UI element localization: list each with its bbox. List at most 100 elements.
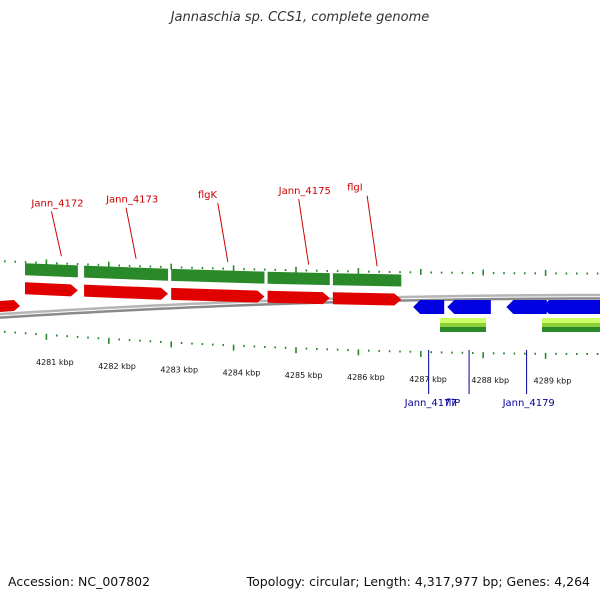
tick-mark <box>222 267 224 270</box>
tick-mark <box>243 268 245 271</box>
gene-label-reverse[interactable]: Jann_4177 <box>404 398 457 409</box>
tick-mark <box>56 262 58 265</box>
tick-mark <box>35 333 37 336</box>
gene-label-connector <box>125 207 137 259</box>
accession-text: Accession: NC_007802 <box>8 574 151 589</box>
genome-title: Jannaschia sp. CCS1, complete genome <box>170 10 430 25</box>
gene-label-connector <box>366 195 378 267</box>
tick-mark <box>87 336 89 339</box>
tick-mark <box>513 352 516 355</box>
tick-mark <box>357 349 360 356</box>
tick-mark <box>409 350 412 353</box>
tick-mark <box>513 272 516 275</box>
tick-mark <box>409 271 412 274</box>
tick-mark <box>274 268 276 271</box>
tick-mark <box>451 271 453 274</box>
tick-mark <box>201 343 204 346</box>
cds-arrow[interactable] <box>332 292 402 306</box>
gene-bar[interactable] <box>332 273 402 287</box>
tick-mark <box>128 339 131 342</box>
tick-mark <box>555 352 557 355</box>
tick-mark <box>534 352 536 355</box>
tick-mark <box>264 345 266 348</box>
tick-mark <box>492 272 495 275</box>
genome-summary-text: Topology: circular; Length: 4,317,977 bp… <box>246 574 590 589</box>
axis-tick-label: 4286 kbp <box>347 373 385 382</box>
tick-mark <box>149 265 152 268</box>
tick-mark <box>420 268 422 275</box>
tick-mark <box>87 263 89 266</box>
gene-label-forward[interactable]: flgI <box>347 183 363 194</box>
gene-label-forward[interactable]: Jann_4175 <box>278 186 331 197</box>
tick-mark <box>576 352 578 355</box>
tick-mark <box>399 271 401 274</box>
tick-mark <box>544 269 547 276</box>
tick-mark <box>461 271 464 274</box>
tick-mark <box>388 350 391 353</box>
tick-mark <box>212 343 214 346</box>
tick-mark <box>201 267 204 270</box>
tick-mark <box>347 349 349 352</box>
tick-mark <box>170 263 172 270</box>
gene-bar[interactable] <box>171 268 265 284</box>
gene-bar[interactable] <box>84 265 169 281</box>
tick-mark <box>243 345 245 348</box>
gene-bar[interactable] <box>542 327 600 332</box>
tick-mark <box>420 350 422 357</box>
tick-mark <box>295 347 297 354</box>
gene-label-connector <box>50 211 62 257</box>
tick-mark <box>253 345 256 348</box>
tick-mark <box>97 263 100 266</box>
tick-mark <box>76 263 79 266</box>
tick-mark <box>4 330 6 333</box>
gene-label-connector <box>217 203 229 262</box>
cds-arrow[interactable] <box>0 300 20 312</box>
tick-mark <box>56 334 58 337</box>
axis-tick-label: 4288 kbp <box>471 376 509 385</box>
tick-mark <box>212 267 214 270</box>
gene-label-reverse[interactable]: Jann_4179 <box>502 398 555 409</box>
tick-mark <box>35 261 37 264</box>
gene-label-forward[interactable]: Jann_4173 <box>105 195 158 206</box>
tick-mark <box>232 344 235 351</box>
cds-arrow-reverse[interactable] <box>542 300 600 314</box>
tick-mark <box>97 337 100 340</box>
tick-mark <box>336 348 339 351</box>
cds-arrow[interactable] <box>171 287 265 303</box>
cds-arrow[interactable] <box>25 282 78 297</box>
tick-mark <box>222 344 224 347</box>
gene-bar[interactable] <box>25 263 78 278</box>
tick-mark <box>482 352 484 359</box>
gene-bar[interactable] <box>440 327 486 332</box>
cds-arrow[interactable] <box>267 290 330 305</box>
axis-tick-label: 4289 kbp <box>534 377 572 386</box>
tick-mark <box>534 272 536 275</box>
cds-arrow-reverse[interactable] <box>413 300 445 314</box>
cds-arrow[interactable] <box>84 284 169 300</box>
gene-bar[interactable] <box>267 271 330 286</box>
axis-tick-label: 4283 kbp <box>160 366 198 375</box>
cds-arrow-reverse[interactable] <box>447 300 491 314</box>
tick-mark <box>472 271 474 274</box>
axis-tick-label: 4284 kbp <box>223 369 261 378</box>
tick-mark <box>586 352 588 355</box>
tick-mark <box>430 271 432 274</box>
gene-label-forward[interactable]: Jann_4172 <box>30 198 83 209</box>
tick-mark <box>440 351 443 354</box>
tick-mark <box>482 269 484 276</box>
tick-mark <box>180 266 183 269</box>
tick-mark <box>503 352 505 355</box>
tick-mark <box>336 270 339 273</box>
tick-mark <box>149 340 152 343</box>
tick-mark <box>305 269 308 272</box>
gene-bar-light <box>440 323 486 327</box>
tick-mark <box>555 272 557 275</box>
tick-mark <box>492 352 495 355</box>
tick-mark <box>544 352 547 359</box>
gene-label-forward[interactable]: flgK <box>198 190 218 201</box>
tick-mark <box>326 269 328 272</box>
gene-label-reverse[interactable]: fliP <box>445 398 460 409</box>
tick-mark <box>399 350 401 353</box>
axis-tick-label: 4285 kbp <box>285 371 323 380</box>
cds-arrow-reverse[interactable] <box>506 300 547 314</box>
